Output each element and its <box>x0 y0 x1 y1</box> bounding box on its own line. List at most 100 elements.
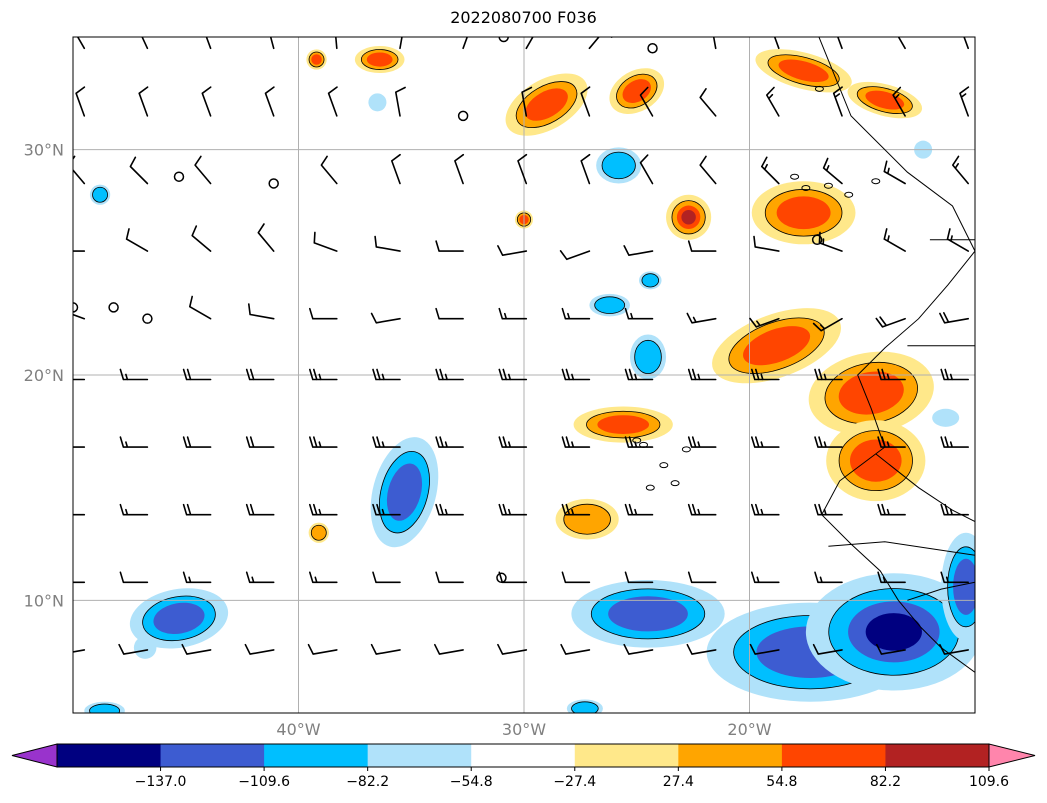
wind-barb <box>372 436 401 448</box>
field-layer <box>84 46 975 713</box>
field-blob-neg <box>84 701 125 713</box>
field-contour-level-3 <box>311 54 322 65</box>
wind-barb <box>191 225 212 252</box>
field-contour-level-4 <box>865 613 922 651</box>
wind-barb <box>119 436 149 448</box>
wind-barb <box>497 643 528 655</box>
wind-barb <box>181 643 212 655</box>
wind-barb <box>561 436 591 448</box>
wind-barb <box>876 643 906 655</box>
wind-barb <box>814 503 843 516</box>
field-contour-level-3 <box>865 90 905 110</box>
field-blob-pos <box>826 420 926 502</box>
wind-barb <box>687 240 717 252</box>
wind-barb <box>877 368 906 381</box>
wind-barb <box>897 37 906 50</box>
wind-barb <box>946 228 969 252</box>
island <box>801 184 811 191</box>
wind-barb <box>753 235 780 252</box>
wind-barb <box>73 155 86 185</box>
field-blob-neg <box>133 636 157 659</box>
wind-barb <box>812 643 843 655</box>
field-contour-level-3 <box>153 602 205 635</box>
lat-tick-label: 30°N <box>24 141 64 160</box>
wind-barb <box>892 86 906 117</box>
wind-barb <box>959 86 970 117</box>
field-blob-neg <box>629 334 667 380</box>
colorbar-segment <box>885 744 990 767</box>
wind-barb <box>580 86 591 117</box>
wind-barb <box>939 643 969 655</box>
wind-barb <box>814 571 843 584</box>
wind-barb <box>561 571 591 584</box>
wind-barb <box>498 307 528 320</box>
wind-barb <box>307 643 338 655</box>
wind-barb <box>313 231 338 252</box>
field-contour-level-1 <box>932 408 960 427</box>
island <box>670 480 680 487</box>
field-contour-level-3 <box>743 326 811 366</box>
wind-barb <box>374 235 401 252</box>
wind-barb <box>205 37 212 50</box>
field-blob-neg <box>571 580 725 648</box>
field-blob-pos <box>712 308 842 384</box>
wind-barb <box>125 228 149 252</box>
wind-barb <box>832 86 843 117</box>
wind-barb <box>435 436 464 448</box>
wind-barb <box>761 156 780 185</box>
wind-barb <box>875 316 906 328</box>
field-blob-pos <box>666 194 712 240</box>
calm-circle <box>173 171 185 182</box>
colorbar-tick-label: −137.0 <box>135 774 187 790</box>
wind-barb <box>814 436 843 448</box>
calm-circle <box>268 178 279 189</box>
wind-barb <box>877 436 906 448</box>
wind-barb <box>1023 155 1031 184</box>
field-contour-level-2 <box>89 703 120 713</box>
wind-barb <box>435 240 464 252</box>
wind-barb <box>751 368 780 381</box>
wind-barb <box>73 581 86 584</box>
wind-barb <box>498 571 528 584</box>
colorbar-tick-label: −82.2 <box>346 774 389 790</box>
wind-barb <box>699 88 717 117</box>
island <box>871 178 881 185</box>
wind-barb <box>687 436 717 448</box>
wind-barb <box>245 436 275 448</box>
field-contour-level-2 <box>571 701 599 713</box>
calm-circle <box>108 302 119 313</box>
field-contour-level-3 <box>849 439 902 482</box>
wind-barb <box>940 368 969 381</box>
wind-barb <box>119 503 149 516</box>
island <box>790 173 800 180</box>
wind-barb <box>1003 313 1031 323</box>
wind-barb <box>517 153 528 185</box>
wind-barb <box>454 153 465 185</box>
map-frame <box>72 36 976 714</box>
wind-barb <box>248 303 275 320</box>
wind-barb <box>73 250 86 252</box>
colorbar-segment <box>574 744 679 767</box>
wind-barb <box>372 368 401 381</box>
wind-barb <box>75 86 86 117</box>
wind-barb <box>370 312 401 324</box>
island <box>681 446 691 453</box>
field-contour-level-3 <box>778 59 829 83</box>
wind-barb <box>749 317 780 328</box>
wind-barb <box>624 368 654 381</box>
wind-barb <box>766 86 780 117</box>
wind-barb <box>141 37 149 50</box>
wind-barb <box>257 223 275 252</box>
wind-barb <box>309 307 338 320</box>
wind-barb <box>940 571 969 584</box>
field-blob-neg <box>589 293 630 317</box>
wind-barb <box>498 436 528 448</box>
wind-barb <box>73 513 86 516</box>
colorbar-tick-label: 54.8 <box>766 774 797 790</box>
wind-barb <box>119 571 149 584</box>
wind-barb <box>686 643 717 655</box>
wind-barb <box>588 37 613 50</box>
field-contour-level-4 <box>681 210 696 225</box>
field-blob-neg <box>805 573 975 691</box>
wind-barb <box>624 307 654 320</box>
